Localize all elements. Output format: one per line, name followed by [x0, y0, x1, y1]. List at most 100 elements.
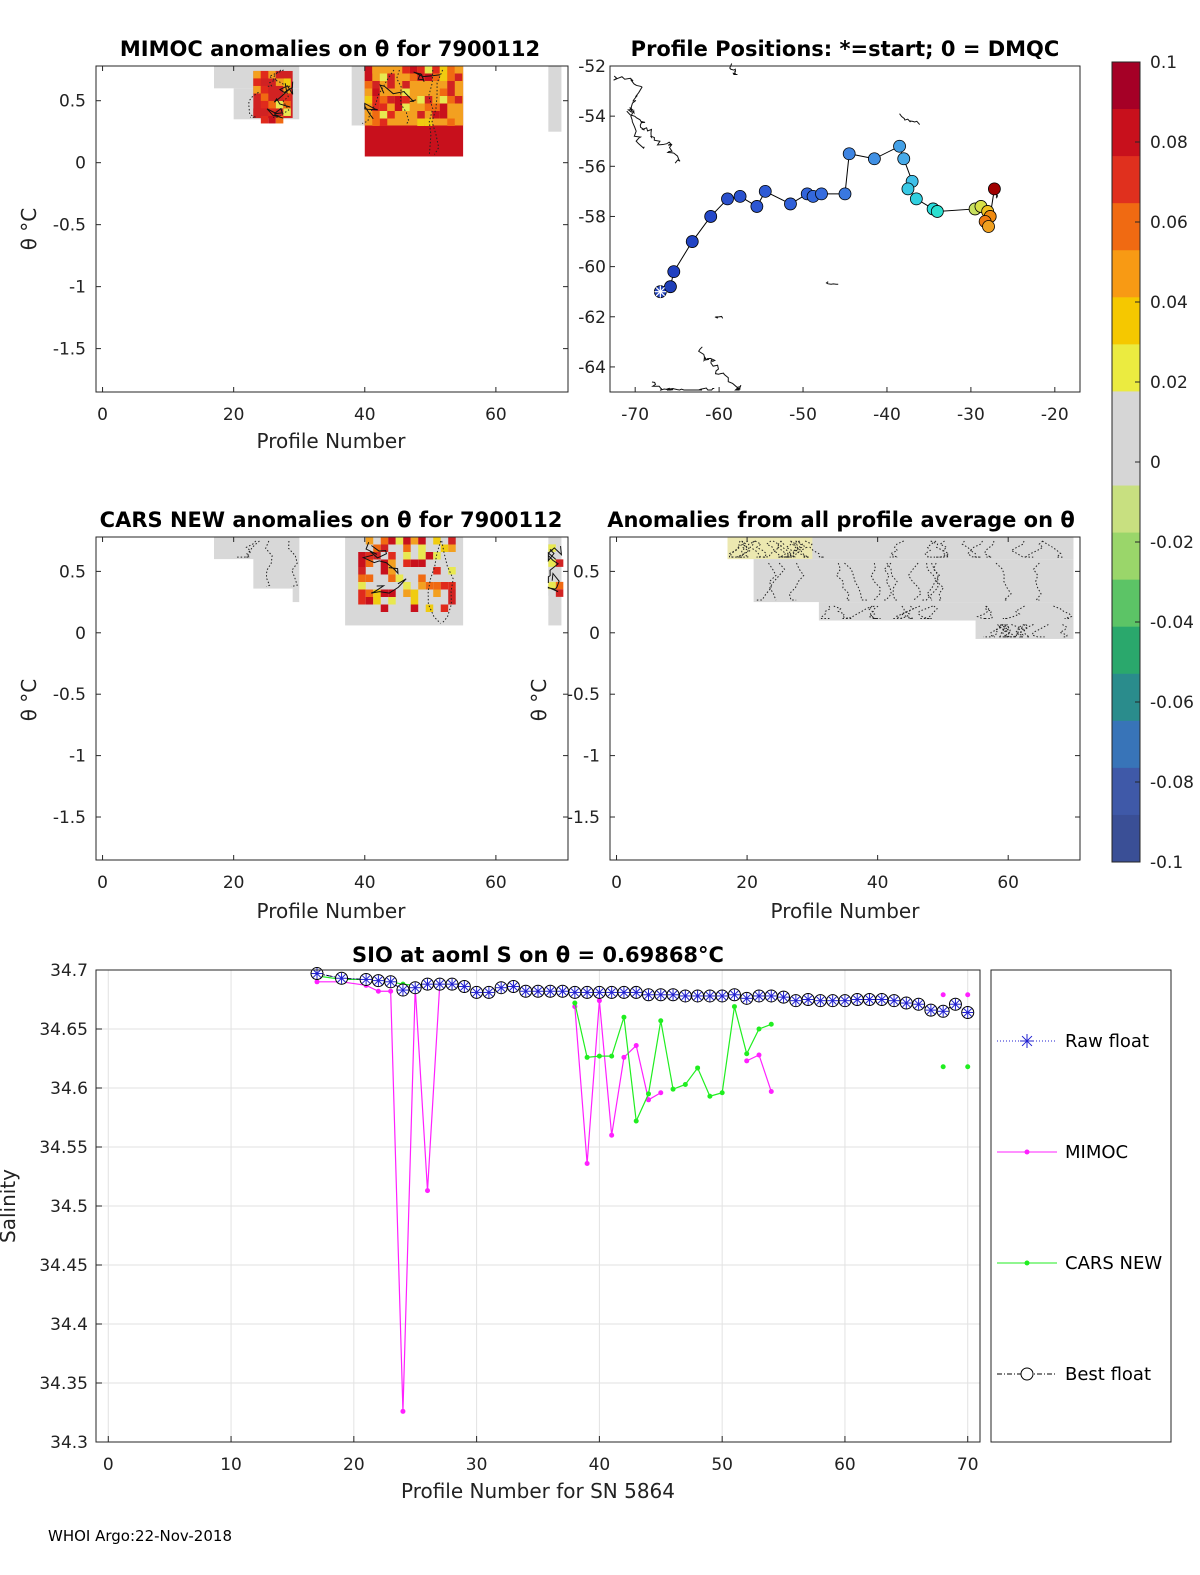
- y-tick-label: -0.5: [567, 685, 600, 705]
- colorbar-tick-label: 0.04: [1150, 293, 1188, 313]
- anomaly-cell: [373, 597, 381, 605]
- y-tick-label: 0: [589, 624, 600, 644]
- cars-axes-frame: [95, 536, 569, 861]
- x-tick-label: 70: [957, 1455, 979, 1475]
- colorbar-tick-label: 0.02: [1150, 373, 1188, 393]
- anomaly-cell: [424, 73, 433, 81]
- profile-position: [667, 265, 681, 279]
- anomaly-cell: [433, 589, 441, 597]
- anomaly-cell: [358, 552, 366, 560]
- y-tick-label: 34.6: [50, 1079, 88, 1099]
- allavg-axes-frame: [609, 536, 1081, 861]
- anomaly-cell: [402, 88, 410, 96]
- anomaly-cell: [432, 111, 440, 119]
- anomaly-cell: [372, 103, 380, 111]
- anomaly-cell: [373, 544, 381, 552]
- anomaly-cell: [394, 96, 403, 104]
- raw-float-point: [741, 992, 753, 1004]
- raw-float-point: [802, 994, 814, 1005]
- y-tick-label: -60: [578, 258, 606, 278]
- anomaly-cell: [425, 604, 434, 612]
- mimoc-point: [768, 1089, 774, 1095]
- allavg-ylabel: θ °C: [527, 679, 551, 722]
- anomaly-cell: [388, 567, 396, 575]
- anomaly-cell: [387, 73, 395, 81]
- anomaly-cell: [372, 111, 380, 119]
- raw-float-point: [704, 990, 716, 1002]
- profile-position: [842, 147, 856, 161]
- anomaly-cell: [275, 70, 284, 79]
- anomaly-block: [292, 537, 300, 603]
- mimoc-point: [388, 988, 394, 994]
- mimoc-point: [596, 998, 602, 1004]
- legend-best-float-label: Best float: [1065, 1364, 1151, 1385]
- cars-new-point: [572, 1000, 578, 1006]
- anomaly-cell: [253, 70, 261, 79]
- cars-new-point: [682, 1081, 688, 1087]
- y-tick-label: 34.45: [39, 1256, 88, 1276]
- anomaly-cell: [402, 66, 410, 74]
- anomaly-cell: [364, 73, 373, 81]
- raw-float-point: [630, 986, 642, 998]
- profile-position: [982, 220, 995, 233]
- anomaly-cell: [268, 100, 276, 109]
- x-tick-label: 60: [485, 873, 507, 893]
- x-tick-label: -60: [705, 405, 733, 425]
- x-tick-label: 20: [736, 873, 758, 893]
- salinity-legend: Raw float MIMOC CARS NEW Best float: [990, 969, 1172, 1443]
- x-tick-label: -30: [957, 405, 985, 425]
- y-tick-label: 34.35: [39, 1374, 88, 1394]
- raw-float-point: [618, 986, 630, 998]
- anomaly-cell: [283, 85, 291, 94]
- y-tick-label: 34.5: [50, 1197, 88, 1217]
- profile-position: [909, 192, 923, 206]
- colorbar-swatch: [1112, 532, 1140, 581]
- anomaly-cell: [358, 597, 366, 605]
- anomaly-cell: [364, 96, 373, 104]
- anomaly-block: [548, 66, 562, 132]
- mimoc-xlabel: Profile Number: [257, 429, 407, 453]
- anomaly-cell: [418, 552, 426, 560]
- anomaly-cell: [268, 70, 276, 79]
- anomaly-cell: [365, 559, 374, 567]
- raw-float-point: [839, 995, 851, 1007]
- colorbar-swatch: [1112, 814, 1140, 863]
- anomaly-cell: [439, 66, 448, 74]
- anomaly-cell: [260, 70, 269, 79]
- anomaly-cell: [548, 544, 556, 552]
- anomaly-cell: [358, 582, 366, 590]
- profile-position: [893, 139, 906, 153]
- mimoc-point: [609, 1132, 615, 1138]
- cars-xlabel: Profile Number: [257, 899, 407, 923]
- contour-line: [361, 542, 407, 594]
- anomaly-cell: [402, 103, 410, 111]
- anomaly-cell: [448, 597, 456, 605]
- x-tick-label: 50: [711, 1455, 733, 1475]
- cars-new-point: [596, 1053, 602, 1059]
- anomaly-cell: [433, 537, 441, 545]
- x-tick-label: -50: [789, 405, 817, 425]
- start-marker: [655, 287, 666, 297]
- raw-float-point: [692, 990, 704, 1002]
- anomaly-cell: [373, 589, 381, 597]
- colorbar-tick-label: 0.1: [1150, 53, 1177, 73]
- y-tick-label: 0: [75, 624, 86, 644]
- anomaly-cell: [548, 581, 556, 590]
- mimoc-axes-frame: [95, 65, 569, 393]
- y-tick-label: 34.65: [39, 1020, 88, 1040]
- colorbar-swatch: [1112, 203, 1140, 251]
- coastline-falklands: [729, 63, 738, 75]
- cars-new-point: [744, 1051, 750, 1057]
- mimoc-point: [425, 1188, 430, 1194]
- coastline-antarctic-peninsula: [697, 346, 742, 391]
- anomaly-cell: [417, 118, 425, 126]
- cars-new-point: [658, 1018, 664, 1024]
- anomaly-cell: [555, 581, 564, 590]
- anomaly-cell: [388, 559, 396, 567]
- anomaly-cell: [268, 115, 276, 124]
- anomaly-cell: [372, 66, 380, 74]
- anomaly-cell: [448, 544, 456, 552]
- anomaly-cell: [387, 103, 395, 111]
- anomaly-cell: [440, 582, 449, 590]
- anomaly-cell: [418, 544, 426, 552]
